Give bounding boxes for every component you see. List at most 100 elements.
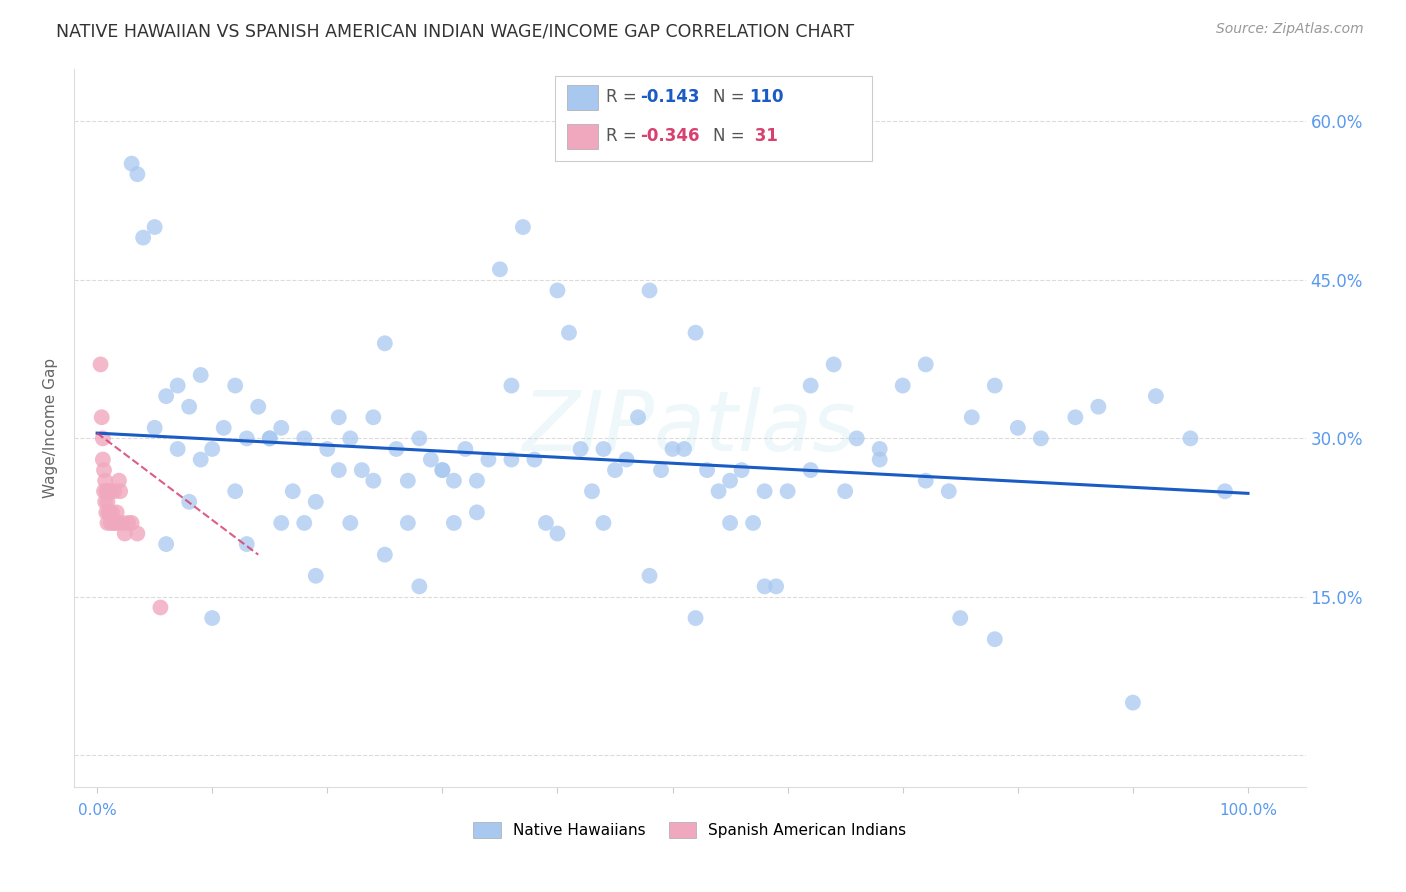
Point: [166, 378, 188, 392]
Point: [91, 452, 114, 467]
Point: [363, 474, 385, 488]
Point: [616, 452, 638, 467]
Point: [512, 220, 534, 235]
Point: [281, 484, 304, 499]
Point: [94, 474, 117, 488]
Point: [432, 463, 454, 477]
Point: [90, 410, 112, 425]
Point: [121, 156, 143, 170]
Point: [97, 505, 120, 519]
Point: [650, 463, 672, 477]
Point: [638, 568, 661, 582]
Point: [603, 463, 626, 477]
Text: Source: ZipAtlas.com: Source: ZipAtlas.com: [1216, 22, 1364, 37]
Point: [800, 463, 823, 477]
Point: [132, 230, 155, 244]
Point: [105, 505, 128, 519]
Text: -0.346: -0.346: [640, 128, 699, 145]
Point: [103, 484, 125, 499]
Point: [117, 516, 139, 530]
Point: [696, 463, 718, 477]
Point: [396, 516, 419, 530]
Point: [149, 600, 172, 615]
Point: [93, 463, 115, 477]
Point: [316, 442, 339, 456]
Point: [247, 400, 270, 414]
Point: [569, 442, 592, 456]
Point: [742, 516, 765, 530]
Point: [869, 452, 891, 467]
Point: [190, 452, 212, 467]
Point: [100, 516, 122, 530]
Point: [523, 452, 546, 467]
Point: [305, 568, 328, 582]
Point: [93, 484, 115, 499]
Point: [235, 537, 257, 551]
Point: [292, 516, 315, 530]
Point: [754, 579, 776, 593]
Point: [1087, 400, 1109, 414]
Point: [419, 452, 441, 467]
Point: [546, 284, 568, 298]
Point: [949, 611, 972, 625]
Point: [270, 516, 292, 530]
Point: [845, 431, 868, 445]
Point: [385, 442, 408, 456]
Point: [179, 495, 201, 509]
Point: [328, 463, 350, 477]
Point: [501, 452, 523, 467]
Point: [477, 452, 499, 467]
Point: [201, 611, 224, 625]
Point: [270, 421, 292, 435]
Point: [259, 431, 281, 445]
Point: [201, 442, 224, 456]
Point: [707, 484, 730, 499]
Point: [465, 505, 488, 519]
Point: [834, 484, 856, 499]
Point: [127, 167, 149, 181]
Point: [224, 378, 246, 392]
Point: [408, 579, 430, 593]
Point: [339, 516, 361, 530]
Point: [396, 474, 419, 488]
Point: [546, 526, 568, 541]
Point: [776, 484, 799, 499]
Point: [107, 516, 129, 530]
Point: [800, 378, 823, 392]
Point: [1007, 421, 1029, 435]
Point: [350, 463, 373, 477]
Point: [94, 495, 117, 509]
Point: [638, 284, 661, 298]
Point: [363, 410, 385, 425]
Y-axis label: Wage/Income Gap: Wage/Income Gap: [44, 358, 58, 498]
Point: [259, 431, 281, 445]
Point: [754, 484, 776, 499]
Point: [1144, 389, 1167, 403]
Point: [143, 220, 166, 235]
Point: [432, 463, 454, 477]
Point: [374, 548, 396, 562]
Point: [443, 516, 465, 530]
Point: [891, 378, 914, 392]
Point: [97, 484, 120, 499]
Point: [1180, 431, 1202, 445]
Point: [328, 410, 350, 425]
Point: [104, 516, 127, 530]
Point: [143, 421, 166, 435]
Point: [501, 378, 523, 392]
Point: [179, 400, 201, 414]
Point: [212, 421, 235, 435]
Point: [765, 579, 787, 593]
Point: [103, 516, 125, 530]
Point: [1064, 410, 1087, 425]
Point: [718, 516, 741, 530]
Point: [823, 358, 845, 372]
Legend: Native Hawaiians, Spanish American Indians: Native Hawaiians, Spanish American India…: [467, 816, 912, 844]
Point: [465, 474, 488, 488]
Point: [443, 474, 465, 488]
Point: [869, 442, 891, 456]
Point: [558, 326, 581, 340]
Point: [155, 389, 177, 403]
Point: [627, 410, 650, 425]
Point: [155, 537, 177, 551]
